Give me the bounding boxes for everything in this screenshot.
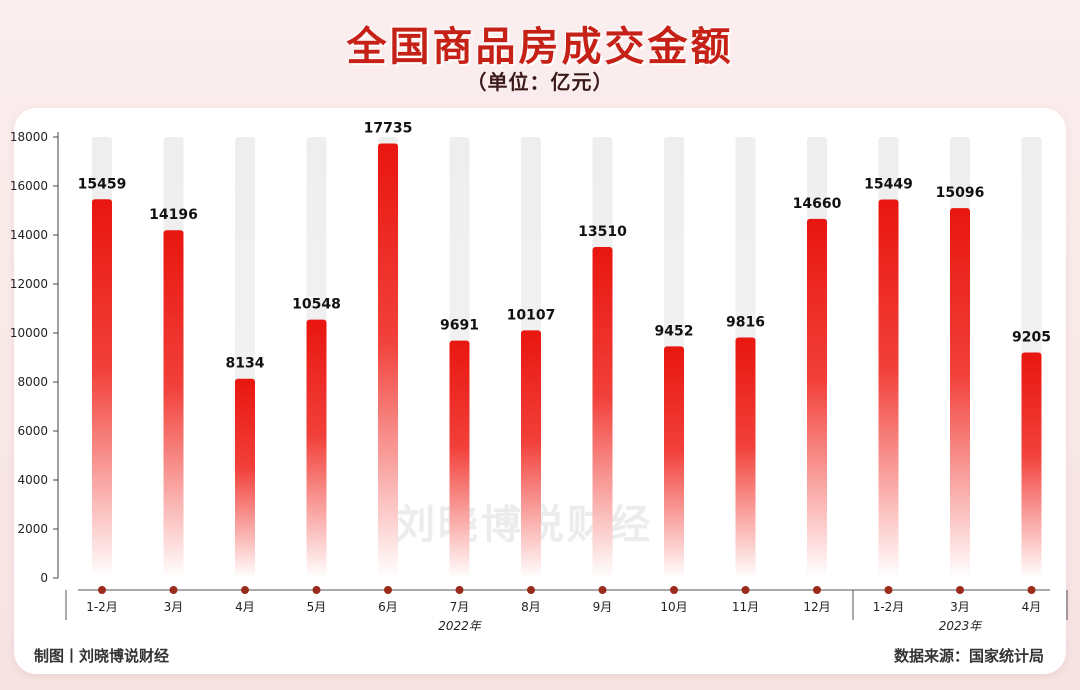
bar-value-label: 9205 bbox=[1012, 329, 1051, 345]
x-axis-dot bbox=[241, 586, 249, 594]
y-tick-label: 8000 bbox=[17, 375, 48, 389]
x-group-label: 2023年 bbox=[939, 619, 984, 633]
y-tick-label: 10000 bbox=[10, 326, 48, 340]
bar bbox=[878, 199, 899, 578]
chart-title: 全国商品房成交金额 bbox=[346, 24, 734, 70]
chart-credit: 制图丨刘晓博说财经 bbox=[34, 647, 170, 665]
x-tick-label: 10月 bbox=[660, 600, 687, 614]
x-tick-label: 6月 bbox=[378, 600, 398, 614]
y-tick-label: 6000 bbox=[17, 424, 48, 438]
x-axis-dot bbox=[98, 586, 106, 594]
bar-value-label: 14196 bbox=[149, 207, 198, 223]
bar bbox=[735, 337, 756, 578]
bar bbox=[807, 218, 827, 578]
bar-value-label: 10548 bbox=[292, 297, 341, 313]
y-tick-label: 12000 bbox=[10, 277, 48, 291]
bar-value-label: 17735 bbox=[364, 120, 413, 136]
bar-value-label: 9816 bbox=[726, 315, 765, 331]
x-axis-dot bbox=[527, 586, 535, 594]
x-tick-label: 4月 bbox=[235, 600, 255, 614]
bar-value-label: 8134 bbox=[226, 356, 265, 372]
x-axis-dot bbox=[670, 586, 678, 594]
x-tick-label: 3月 bbox=[164, 600, 184, 614]
bar-value-label: 15449 bbox=[864, 176, 913, 192]
x-tick-label: 1-2月 bbox=[86, 600, 118, 614]
data-source: 数据来源：国家统计局 bbox=[893, 647, 1044, 665]
x-tick-label: 1-2月 bbox=[873, 600, 905, 614]
bar bbox=[378, 143, 398, 578]
x-tick-label: 7月 bbox=[450, 600, 470, 614]
bar bbox=[235, 378, 255, 578]
bar-value-label: 13510 bbox=[578, 224, 627, 240]
y-tick-label: 18000 bbox=[10, 130, 48, 144]
x-axis-dot bbox=[884, 586, 893, 594]
bar bbox=[163, 230, 184, 578]
x-axis-dot bbox=[1027, 586, 1036, 594]
y-tick-label: 0 bbox=[40, 571, 48, 585]
bar-value-label: 9691 bbox=[440, 318, 479, 334]
bar-value-label: 9452 bbox=[655, 323, 694, 339]
bar-value-label: 15459 bbox=[78, 176, 127, 192]
x-axis-dot bbox=[813, 586, 821, 594]
bar bbox=[664, 346, 684, 578]
bar bbox=[306, 319, 327, 578]
x-tick-label: 4月 bbox=[1022, 600, 1042, 614]
x-axis-dot bbox=[312, 586, 321, 594]
x-tick-label: 3月 bbox=[950, 600, 970, 614]
bar bbox=[449, 340, 470, 578]
bar bbox=[950, 208, 970, 578]
x-tick-label: 11月 bbox=[732, 600, 759, 614]
x-tick-label: 8月 bbox=[521, 600, 541, 614]
bar bbox=[521, 330, 541, 578]
x-axis-dot bbox=[741, 586, 750, 594]
y-tick-label: 16000 bbox=[10, 179, 48, 193]
x-axis-dot bbox=[455, 586, 464, 594]
x-axis-dot bbox=[956, 586, 964, 594]
x-tick-label: 9月 bbox=[593, 600, 613, 614]
bar bbox=[1021, 352, 1042, 578]
x-tick-label: 5月 bbox=[307, 600, 327, 614]
y-tick-label: 14000 bbox=[10, 228, 48, 242]
bar-value-label: 10107 bbox=[507, 307, 556, 323]
y-tick-label: 4000 bbox=[17, 473, 48, 487]
bar bbox=[592, 247, 613, 578]
x-group-label: 2022年 bbox=[438, 619, 483, 633]
x-axis-dot bbox=[384, 586, 392, 594]
x-axis-dot bbox=[169, 586, 178, 594]
y-tick-label: 2000 bbox=[17, 522, 48, 536]
bar-value-label: 15096 bbox=[936, 185, 985, 201]
x-tick-label: 12月 bbox=[803, 600, 830, 614]
chart-subtitle: （单位：亿元） bbox=[466, 70, 614, 94]
bar-value-label: 14660 bbox=[793, 196, 842, 212]
bar bbox=[92, 199, 112, 578]
x-axis-dot bbox=[598, 586, 607, 594]
